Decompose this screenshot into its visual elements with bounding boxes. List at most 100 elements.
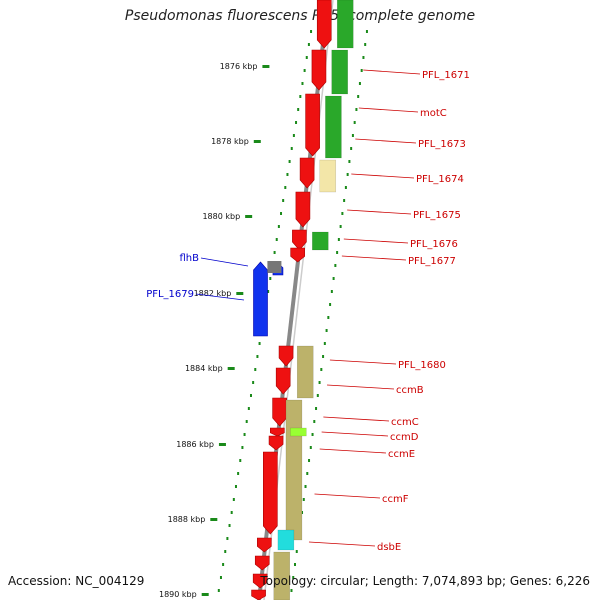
- gene-leader-line: [347, 209, 412, 215]
- gene-leader-line: [321, 431, 389, 437]
- cog-dot: [355, 108, 358, 111]
- ruler-dot: [288, 160, 291, 163]
- ruler-dot: [254, 368, 257, 371]
- ruler-dot: [219, 576, 222, 579]
- gene-leader-line: [343, 238, 409, 244]
- cog-block: [290, 427, 307, 437]
- forward-gene-arrow: [292, 229, 307, 251]
- cog-block: [331, 49, 348, 95]
- cog-dot: [337, 238, 340, 241]
- ruler-tick: [253, 140, 261, 143]
- cog-dot: [332, 277, 335, 280]
- gene-label: ccmB: [396, 385, 424, 396]
- ruler-dot: [237, 472, 240, 475]
- forward-gene-arrow: [290, 247, 305, 263]
- ruler-dot: [277, 225, 280, 228]
- gene-label: PFL_1671: [422, 70, 470, 81]
- gene-label: PFL_1677: [408, 256, 456, 267]
- cog-dot: [320, 368, 323, 371]
- ruler-dot: [284, 186, 287, 189]
- forward-gene-arrow: [257, 537, 272, 553]
- ruler-dot: [217, 589, 220, 592]
- ruler-tick-label: 1876 kbp: [220, 62, 258, 71]
- ruler-dot: [252, 381, 255, 384]
- cog-dot: [334, 264, 337, 267]
- gene-leader-line: [351, 173, 415, 179]
- forward-gene-arrow: [268, 435, 284, 451]
- gene-leader-line: [308, 541, 376, 547]
- cog-dot: [362, 56, 365, 59]
- ruler-dot: [230, 511, 233, 514]
- ruler-dot: [222, 563, 225, 566]
- cog-dot: [304, 485, 307, 488]
- ruler-dot: [228, 524, 231, 527]
- ruler-tick-label: 1886 kbp: [176, 440, 214, 449]
- ruler-dot: [239, 459, 242, 462]
- gene-leader-line: [355, 138, 417, 144]
- cog-dot: [341, 212, 344, 215]
- ruler-dot: [224, 550, 227, 553]
- cog-dot: [306, 472, 309, 475]
- forward-gene-arrow: [299, 157, 315, 189]
- ruler-tick: [201, 593, 209, 596]
- cog-block: [273, 551, 291, 600]
- gene-leader-line: [200, 257, 249, 267]
- gene-label: PFL_1679: [146, 289, 194, 300]
- gene-leader-line: [314, 493, 381, 499]
- ruler-tick-label: 1878 kbp: [211, 137, 249, 146]
- cog-dot: [311, 433, 314, 436]
- gene-label: PFL_1675: [413, 210, 461, 221]
- ruler-tick-label: 1884 kbp: [185, 364, 223, 373]
- cog-dot: [308, 459, 311, 462]
- cog-block-grey: [267, 261, 282, 273]
- cog-block: [312, 231, 329, 251]
- gene-leader-line: [329, 359, 397, 365]
- ruler-dot: [249, 394, 252, 397]
- cog-block: [325, 95, 342, 159]
- forward-gene-arrow: [278, 345, 294, 367]
- cog-dot: [351, 134, 354, 137]
- ruler-tick-label: 1890 kbp: [159, 590, 197, 599]
- cog-dot: [364, 43, 367, 46]
- cog-dot: [346, 173, 349, 176]
- gene-label: PFL_1680: [398, 360, 446, 371]
- ruler-dot: [286, 173, 289, 176]
- forward-gene-arrow: [252, 573, 268, 589]
- gene-label: PFL_1673: [418, 139, 466, 150]
- cog-dot: [301, 511, 304, 514]
- cog-dot: [353, 121, 356, 124]
- map-title: Pseudomonas fluorescens Pf-5, complete g…: [124, 8, 476, 24]
- ruler-dot: [234, 485, 237, 488]
- cog-dot: [327, 316, 330, 319]
- ruler-dot: [292, 134, 295, 137]
- forward-gene-arrow: [316, 0, 332, 49]
- cog-block: [285, 399, 303, 541]
- cog-block: [336, 0, 354, 49]
- gene-leader-line: [363, 69, 421, 75]
- accession-text: Accession: NC_004129: [8, 574, 145, 588]
- gene-label: flhB: [180, 253, 200, 264]
- cog-dot: [292, 576, 295, 579]
- forward-gene-arrow: [275, 367, 291, 395]
- forward-gene-arrow: [254, 555, 270, 571]
- ruler-dot: [307, 43, 310, 46]
- gene-label: ccmF: [382, 494, 409, 505]
- gene-label: motC: [420, 108, 447, 119]
- gene-label: ccmC: [391, 417, 419, 428]
- ruler-dot: [226, 537, 229, 540]
- cog-dot: [339, 225, 342, 228]
- cog-block: [319, 159, 337, 193]
- cog-dot: [344, 186, 347, 189]
- cog-dot: [325, 329, 328, 332]
- ruler-dot: [282, 199, 285, 202]
- cog-dot: [323, 342, 326, 345]
- forward-gene-arrow: [272, 397, 287, 427]
- cog-dot: [336, 251, 339, 254]
- ruler-dot: [299, 95, 302, 98]
- cog-dot: [295, 550, 298, 553]
- cog-dot: [322, 355, 325, 358]
- ruler-dot: [275, 238, 278, 241]
- cog-block: [277, 529, 295, 551]
- cog-dot: [329, 303, 332, 306]
